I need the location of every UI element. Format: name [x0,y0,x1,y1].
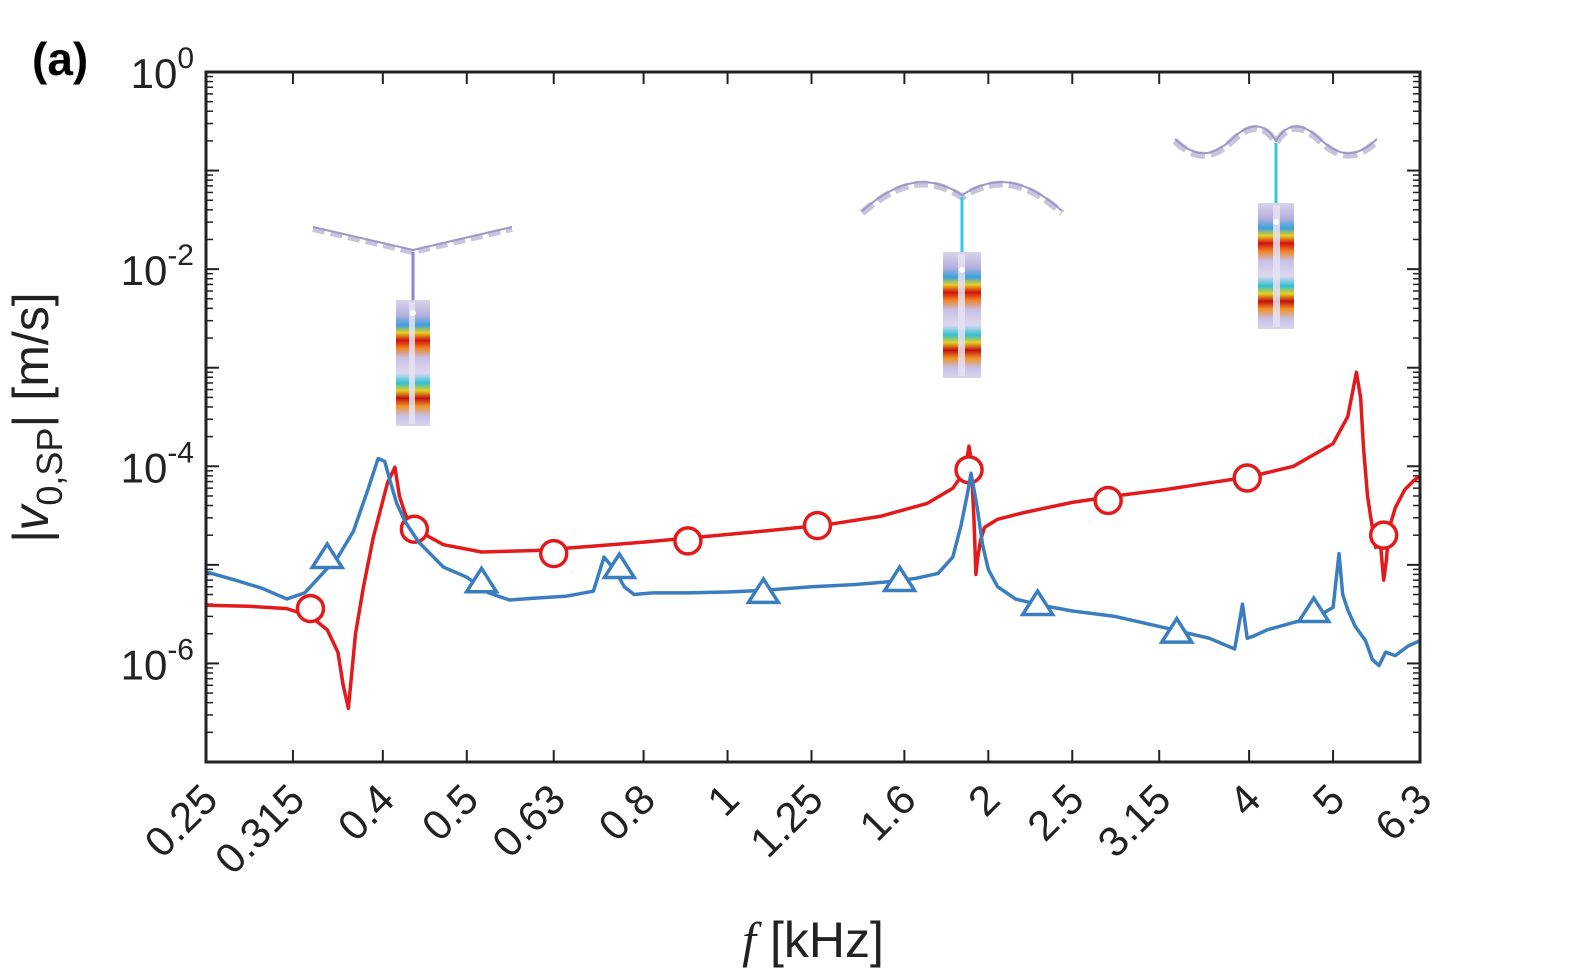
y-tick-base: 10 [121,641,168,688]
x-tick-label-1: 0.315 [206,775,314,883]
x-tick-label-7: 1.25 [741,775,832,866]
y-axis-label-post: | [m/s] [3,292,59,427]
mode-shape-inset-1 [312,226,513,426]
marker-circle-4 [802,510,833,541]
panel-label: (a) [32,33,88,85]
marker-triangle-0 [309,540,346,570]
marker-circle-7 [1232,463,1262,493]
y-tick-exp: 0 [177,42,194,75]
x-tick-label-4: 0.63 [483,775,574,866]
y-tick-label-3: 100 [131,42,194,97]
marker-triangle-4 [881,563,918,593]
x-axis-label: f [kHz] [742,912,884,968]
x-tick-label-3: 0.5 [413,775,488,850]
x-tick-label-12: 4 [1220,775,1270,825]
y-tick-label-1: 10-4 [121,436,194,491]
y-tick-base: 10 [121,247,168,294]
series-blue-triangles [205,456,1421,668]
marker-circle-0 [295,593,326,624]
marker-triangle-5 [1019,587,1056,617]
x-tick-label-10: 2.5 [1018,775,1093,850]
series-red-circles [205,370,1422,711]
axis-ticks [205,71,1421,763]
mode-shape-inset-2 [859,180,1065,378]
y-tick-label-0: 10-6 [121,633,194,688]
x-axis-unit: [kHz] [756,912,884,968]
y-axis-label: |v0,SP| [m/s] [3,292,70,543]
y-axis-label-pre: |v [3,503,60,544]
marker-triangle-6 [1158,615,1195,644]
x-tick-label-14: 6.3 [1366,775,1441,850]
x-tick-label-2: 0.4 [329,775,404,850]
marker-triangle-7 [1295,594,1332,624]
series-line-red-circles [205,370,1422,711]
x-tick-labels: 0.250.315 0.4 0.50.63 0.8 11.25 1.6 2 2.53.15 4 5… [135,775,1440,883]
y-tick-exp: -4 [167,436,194,469]
x-tick-label-5: 0.8 [589,775,664,850]
marker-circle-3 [673,526,703,556]
y-tick-base: 10 [121,444,168,491]
mode-shape-inset-3 [1172,125,1380,329]
marker-triangle-2 [601,550,638,580]
marker-circle-8 [1368,520,1399,550]
x-tick-label-13: 5 [1304,775,1354,825]
plot-frame [204,70,1422,764]
x-tick-label-6: 1 [698,775,748,825]
marker-circle-2 [538,538,569,569]
x-tick-label-9: 2 [959,775,1009,825]
y-axis-label-sub: 0,SP [29,428,70,506]
series-line-blue-triangles [205,456,1421,668]
marker-circle-6 [1093,485,1123,516]
y-tick-label-2: 10-2 [121,239,194,294]
series-layer [205,370,1422,711]
marker-triangle-3 [745,575,782,605]
y-tick-exp: -6 [167,633,194,666]
marker-triangle-1 [463,565,500,594]
y-tick-base: 10 [131,50,178,97]
x-tick-label-11: 3.15 [1089,775,1180,866]
y-tick-exp: -2 [167,239,194,272]
x-tick-label-8: 1.6 [850,775,925,850]
